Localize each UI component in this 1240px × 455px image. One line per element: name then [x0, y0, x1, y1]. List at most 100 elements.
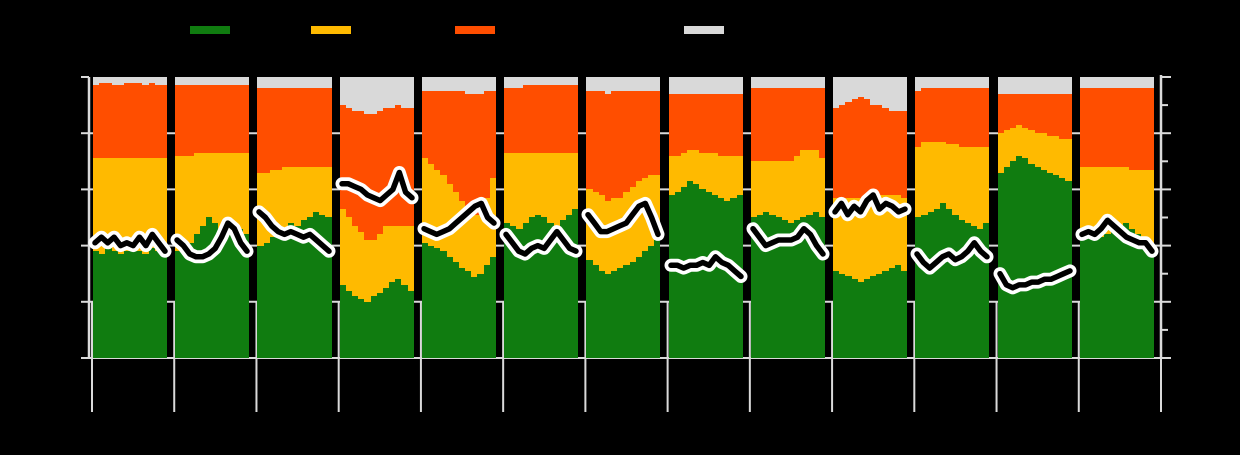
stacked-bar [839, 77, 846, 358]
bar-segment-orange [319, 88, 326, 167]
bar-segment-green [983, 223, 990, 358]
bar-segment-yellow [730, 155, 737, 198]
bar-segment-yellow [212, 152, 219, 224]
stacked-bar [806, 77, 813, 358]
stacked-bar [1016, 77, 1023, 358]
stacked-bar [964, 77, 971, 358]
bar-segment-gray [641, 77, 649, 92]
bar-segment-gray [465, 77, 472, 94]
bar-segment-gray [117, 77, 124, 86]
bar-segment-gray [687, 77, 694, 94]
bar-segment-green [452, 262, 459, 358]
bar-segment-yellow [105, 158, 112, 249]
stacked-bar [781, 77, 788, 358]
bar-segment-orange [845, 102, 852, 198]
stacked-bar [833, 77, 840, 358]
bar-segment-green [389, 282, 396, 358]
bar-segment-gray [440, 77, 447, 92]
bar-segment-green [206, 217, 213, 358]
bar-segment-gray [939, 77, 947, 89]
bar-segment-orange [313, 88, 320, 167]
bar-segment-gray [477, 77, 484, 94]
bar-segment-orange [668, 93, 675, 156]
bar-segment-gray [693, 77, 700, 94]
bar-segment-yellow [717, 155, 725, 198]
bar-segment-yellow [528, 152, 535, 218]
bar-segment-gray [730, 77, 737, 94]
bar-segment-yellow [933, 141, 940, 210]
bar-segment-orange [857, 96, 864, 198]
bar-segment-yellow [136, 158, 143, 252]
bar-segment-gray [1046, 77, 1054, 94]
stacked-bar [888, 77, 895, 358]
bar-segment-yellow [269, 169, 276, 238]
bar-segment-gray [376, 77, 383, 111]
panel-9 [746, 77, 830, 358]
bar-segment-yellow [1028, 130, 1035, 165]
bar-segment-orange [1141, 88, 1148, 170]
bar-segment-yellow [800, 150, 807, 218]
bar-segment-yellow [1098, 166, 1105, 238]
bar-segment-gray [471, 77, 478, 94]
bar-segment-orange [997, 93, 1004, 134]
bar-segment-green [654, 239, 661, 358]
bar-segment-yellow [358, 231, 365, 299]
bar-segment-orange [586, 91, 593, 190]
panel-3 [252, 77, 336, 358]
panel-5 [417, 77, 501, 358]
stacked-bar [876, 77, 883, 358]
stacked-bar [306, 77, 313, 358]
stacked-bar [111, 77, 118, 358]
bar-segment-orange [900, 110, 908, 198]
bar-segment-yellow [857, 197, 864, 283]
bar-segment-orange [510, 88, 517, 153]
stacked-bar [757, 77, 764, 358]
bar-segment-orange [339, 105, 346, 210]
bar-segment-orange [705, 93, 712, 153]
stacked-bar [763, 77, 770, 358]
bar-segment-yellow [516, 152, 523, 229]
stacked-bar [800, 77, 807, 358]
panel-8 [664, 77, 748, 358]
bar-segment-gray [446, 77, 453, 92]
bar-segment-orange [99, 82, 106, 159]
bar-segment-gray [504, 77, 511, 89]
bar-segment-gray [1040, 77, 1047, 94]
bar-segment-orange [465, 93, 472, 210]
bar-segment-gray [257, 77, 264, 89]
stacked-bar [1028, 77, 1035, 358]
bar-segment-green [187, 242, 194, 358]
bar-segment-green [306, 217, 313, 358]
bar-segment-green [471, 276, 478, 358]
bar-segment-gray [717, 77, 725, 94]
bar-segment-green [1028, 164, 1035, 358]
bar-segment-yellow [711, 152, 718, 195]
bar-segment-orange [1122, 88, 1130, 167]
bar-segment-yellow [193, 152, 200, 235]
bar-segment-green [921, 214, 928, 358]
bar-segment-gray [1147, 77, 1154, 89]
bar-segment-green [565, 214, 573, 358]
bar-segment-yellow [389, 225, 396, 283]
bar-segment-gray [1059, 77, 1066, 94]
bar-segment-orange [781, 88, 788, 162]
bar-segment-gray [629, 77, 636, 92]
bar-segment-yellow [275, 169, 283, 235]
bar-segment-gray [389, 77, 396, 108]
bar-segment-green [99, 254, 106, 358]
bar-segment-gray [224, 77, 231, 86]
bar-segment-green [288, 223, 295, 358]
panel-10 [828, 77, 912, 358]
bar-segment-yellow [952, 144, 959, 215]
stacked-bar [516, 77, 523, 358]
bar-segment-yellow [339, 209, 346, 285]
bar-segment-yellow [1147, 169, 1154, 243]
bar-segment-yellow [148, 158, 155, 249]
stacked-bar [224, 77, 231, 358]
stacked-bar [565, 77, 573, 358]
bar-segment-orange [693, 93, 700, 151]
bar-segment-yellow [687, 150, 694, 181]
bar-segment-gray [93, 77, 100, 86]
bar-segment-green [845, 276, 852, 358]
legend-swatch-icon [455, 26, 495, 34]
